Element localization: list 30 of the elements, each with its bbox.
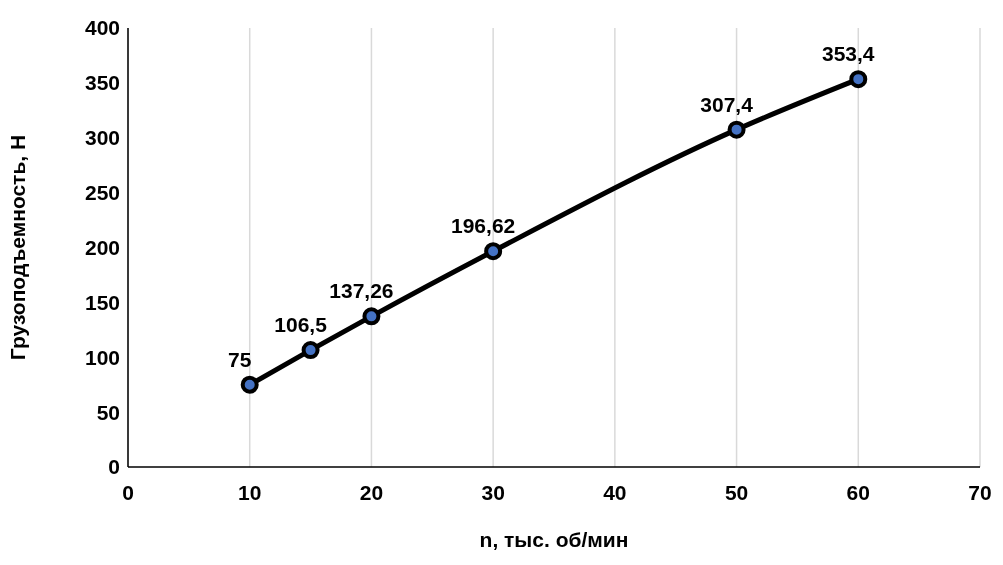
y-tick-label: 400	[84, 16, 120, 40]
point	[301, 341, 320, 360]
data-label: 196,62	[451, 214, 516, 238]
x-tick-label: 20	[359, 480, 384, 504]
x-axis-title: n, тыс. об/мин	[479, 528, 629, 551]
x-tick-label: 10	[238, 480, 262, 504]
x-tick-label: 40	[603, 480, 627, 504]
data-label: 106,5	[274, 313, 328, 337]
point	[484, 242, 503, 261]
data-label: 75	[228, 347, 252, 371]
point	[362, 307, 381, 326]
data-label: 353,4	[822, 42, 875, 66]
y-axis-title: Грузоподъемность, Н	[6, 134, 30, 361]
x-tick-label: 30	[481, 480, 505, 504]
x-tick-label: 70	[968, 480, 992, 504]
y-tick-label: 100	[84, 345, 120, 369]
point	[240, 375, 259, 394]
x-tick-label: 60	[846, 480, 870, 504]
y-tick-label: 250	[84, 181, 120, 205]
y-tick-label: 50	[96, 400, 120, 424]
x-tick-label: 50	[724, 480, 749, 504]
data-label: 137,26	[329, 279, 394, 303]
y-tick-label: 300	[84, 126, 120, 150]
y-tick-label: 200	[84, 235, 120, 259]
point	[727, 120, 746, 139]
y-tick-label: 350	[84, 71, 120, 95]
point	[849, 70, 868, 89]
data-label: 307,4	[700, 92, 754, 116]
y-tick-label: 0	[108, 455, 120, 479]
y-tick-label: 150	[84, 290, 120, 314]
